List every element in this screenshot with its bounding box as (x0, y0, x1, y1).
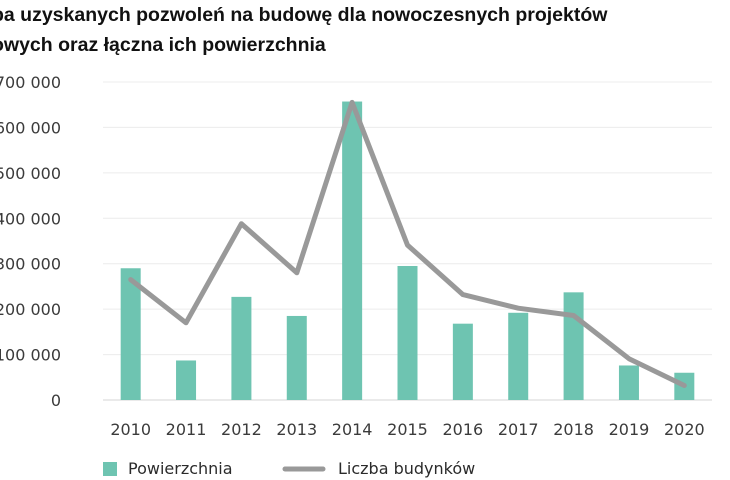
bar (120, 268, 141, 400)
bar-series-powierzchnia (120, 101, 695, 400)
bar (563, 292, 584, 400)
x-tick-label: 2019 (609, 420, 650, 439)
bar (231, 296, 252, 400)
y-tick-label: 100 000 (0, 346, 61, 365)
line-series-liczba-budynkow (128, 99, 687, 388)
y-tick-label: 300 000 (0, 255, 61, 274)
y-tick-label: 600 000 (0, 118, 61, 137)
y-tick-label: 0 (51, 391, 61, 410)
x-tick-label: 2016 (443, 420, 484, 439)
y-tick-label: 200 000 (0, 300, 61, 319)
legend: Powierzchnia Liczba budynków (103, 459, 475, 478)
x-tick-label: 2014 (332, 420, 373, 439)
legend-label-liczba-budynkow: Liczba budynków (338, 459, 475, 478)
y-tick-label: 500 000 (0, 164, 61, 183)
x-tick-label: 2020 (664, 420, 705, 439)
bar (397, 265, 418, 400)
y-axis-tick-labels: 0 100 000 200 000 300 000 400 000 500 000 600 … (0, 73, 61, 410)
bar (618, 365, 639, 400)
x-tick-label: 2013 (276, 420, 317, 439)
x-tick-label: 2010 (110, 420, 151, 439)
x-axis-tick-labels: 2010 2011 2012 2013 2014 2015 2016 2017 2018 2019… (110, 420, 704, 439)
x-tick-label: 2012 (221, 420, 262, 439)
x-tick-label: 2011 (166, 420, 207, 439)
x-tick-label: 2017 (498, 420, 539, 439)
chart-title: ba uzyskanych pozwoleń na budowę dla now… (0, 0, 730, 60)
bar (286, 315, 307, 400)
x-tick-label: 2018 (553, 420, 594, 439)
x-tick-label: 2015 (387, 420, 428, 439)
bar (452, 323, 473, 400)
bar (342, 101, 363, 400)
y-tick-label: 400 000 (0, 209, 61, 228)
bar (176, 360, 197, 400)
y-tick-label: 700 000 (0, 73, 61, 92)
chart-title-line-1: ba uzyskanych pozwoleń na budowę dla now… (0, 4, 608, 26)
legend-swatch-powierzchnia (103, 462, 117, 476)
chart-title-line-2: owych oraz łączna ich powierzchnia (0, 34, 326, 56)
gridlines (103, 81, 712, 401)
series-line (128, 99, 687, 388)
bar (508, 312, 529, 400)
legend-label-powierzchnia: Powierzchnia (128, 459, 233, 478)
